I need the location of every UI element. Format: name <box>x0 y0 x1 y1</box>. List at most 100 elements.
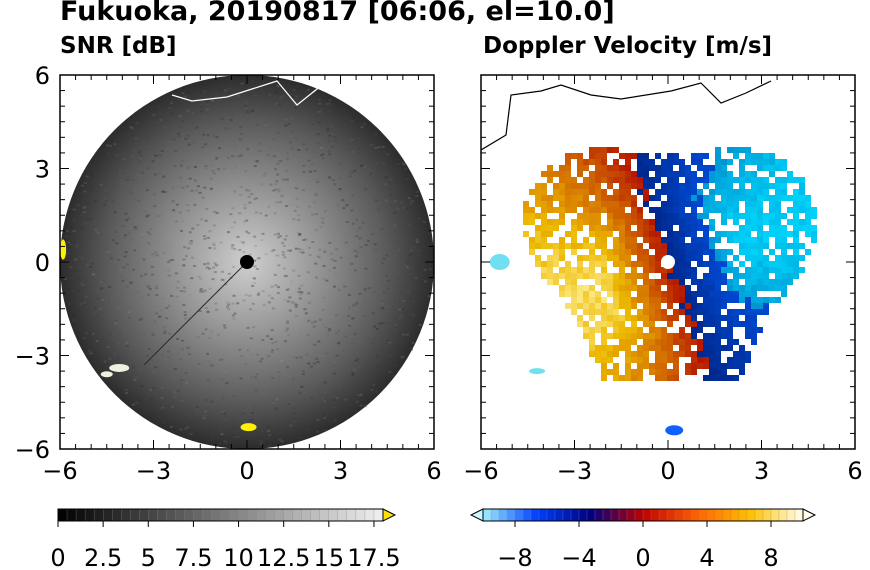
colorbar-swatch <box>770 508 780 522</box>
colorbar-swatch <box>730 508 740 522</box>
colorbar-swatch <box>706 508 716 522</box>
colorbar-swatch <box>674 508 684 522</box>
colorbar-swatch <box>754 508 764 522</box>
snr-strong-echo <box>109 363 130 372</box>
colorbar-swatch <box>346 508 357 522</box>
colorbar-swatch <box>112 508 122 522</box>
colorbar-swatch <box>578 508 588 522</box>
colorbar-swatch <box>148 508 158 522</box>
y-tick-label: 3 <box>35 156 50 184</box>
colorbar-swatch <box>762 508 772 522</box>
colorbar-tick-label: 0 <box>50 544 65 570</box>
colorbar-swatch <box>337 508 348 522</box>
colorbar-swatch <box>778 508 788 522</box>
snr-radial-line <box>143 261 248 366</box>
colorbar-extend-max <box>802 508 817 522</box>
colorbar-swatch <box>554 508 564 522</box>
x-tick-label: 0 <box>660 457 675 485</box>
colorbar-swatch <box>301 508 312 522</box>
doppler-coastline <box>481 80 772 151</box>
colorbar-swatch <box>690 508 700 522</box>
colorbar-swatch <box>157 508 167 522</box>
x-tick-label: −6 <box>42 457 77 485</box>
snr-strong-echo <box>100 371 113 378</box>
colorbar-swatch <box>714 508 724 522</box>
colorbar-tick-label: 15 <box>314 544 345 570</box>
colorbar-tick-label: 7.5 <box>174 544 212 570</box>
colorbar-extend-max <box>382 508 397 522</box>
colorbar-tick-label: −8 <box>497 544 532 570</box>
colorbar-swatch <box>139 508 149 522</box>
colorbar-swatch <box>256 508 267 522</box>
colorbar-swatch <box>538 508 548 522</box>
y-tick-label: −6 <box>15 436 50 464</box>
colorbar-swatch <box>586 508 596 522</box>
snr-strong-echo <box>60 239 67 260</box>
colorbar-swatch <box>698 508 708 522</box>
colorbar-swatch <box>247 508 258 522</box>
colorbar-swatch <box>292 508 303 522</box>
colorbar-swatch <box>786 508 796 522</box>
colorbar-tick-label: 4 <box>699 544 714 570</box>
snr-radar-site <box>240 255 254 269</box>
x-tick-label: 3 <box>754 457 769 485</box>
y-tick-label: 0 <box>35 249 50 277</box>
colorbar-swatch <box>175 508 186 522</box>
colorbar-swatch <box>506 508 516 522</box>
colorbar-swatch <box>562 508 572 522</box>
colorbar-swatch <box>738 508 748 522</box>
colorbar-swatch <box>310 508 321 522</box>
colorbar-extend-min <box>469 508 484 522</box>
colorbar-swatch <box>211 508 222 522</box>
snr-panel-title: SNR [dB] <box>60 33 177 59</box>
main-title: Fukuoka, 20190817 [06:06, el=10.0] <box>60 0 615 27</box>
colorbar-swatch <box>530 508 540 522</box>
x-tick-label: 0 <box>239 457 254 485</box>
colorbar-swatch <box>594 508 604 522</box>
colorbar-swatch <box>658 508 668 522</box>
colorbar-swatch <box>626 508 636 522</box>
colorbar-swatch <box>666 508 676 522</box>
colorbar-tick-label: 5 <box>141 544 156 570</box>
doppler-echo-patch <box>665 425 684 436</box>
colorbar-swatch <box>102 508 113 522</box>
colorbar-swatch <box>570 508 580 522</box>
colorbar-swatch <box>634 508 644 522</box>
colorbar-swatch <box>642 508 652 522</box>
colorbar-swatch <box>610 508 620 522</box>
doppler-echo-patch <box>489 254 510 270</box>
colorbar-swatch <box>184 508 195 522</box>
colorbar-swatch <box>84 508 95 522</box>
colorbar-swatch <box>328 508 339 522</box>
colorbar-frame <box>57 508 384 522</box>
x-tick-label: 6 <box>426 457 441 485</box>
colorbar-swatch <box>490 508 500 522</box>
colorbar-swatch <box>746 508 756 522</box>
colorbar-swatch <box>274 508 285 522</box>
colorbar-swatch <box>238 508 249 522</box>
x-tick-label: 6 <box>847 457 862 485</box>
doppler-panel-title: Doppler Velocity [m/s] <box>483 33 773 59</box>
colorbar-swatch <box>283 508 294 522</box>
colorbar-swatch <box>546 508 556 522</box>
colorbar-tick-label: 8 <box>763 544 778 570</box>
doppler-field <box>481 80 817 436</box>
x-tick-label: −6 <box>463 457 498 485</box>
colorbar-swatch <box>794 508 804 522</box>
doppler-echo-patch <box>529 368 546 375</box>
colorbar-swatch <box>75 508 86 522</box>
colorbar-swatch <box>93 508 104 522</box>
colorbar-swatch <box>364 508 375 522</box>
colorbar-swatch <box>229 508 240 522</box>
colorbar-swatch <box>319 508 330 522</box>
snr-strong-echo <box>240 423 257 432</box>
colorbar-swatch <box>602 508 612 522</box>
y-tick-label: 6 <box>35 62 50 90</box>
snr-coastline <box>171 78 328 106</box>
colorbar-swatch <box>618 508 628 522</box>
x-tick-label: 3 <box>333 457 348 485</box>
colorbar-swatch <box>121 508 131 522</box>
colorbar-swatch <box>498 508 508 522</box>
colorbar-swatch <box>722 508 732 522</box>
colorbar-tick-label: 12.5 <box>257 544 310 570</box>
